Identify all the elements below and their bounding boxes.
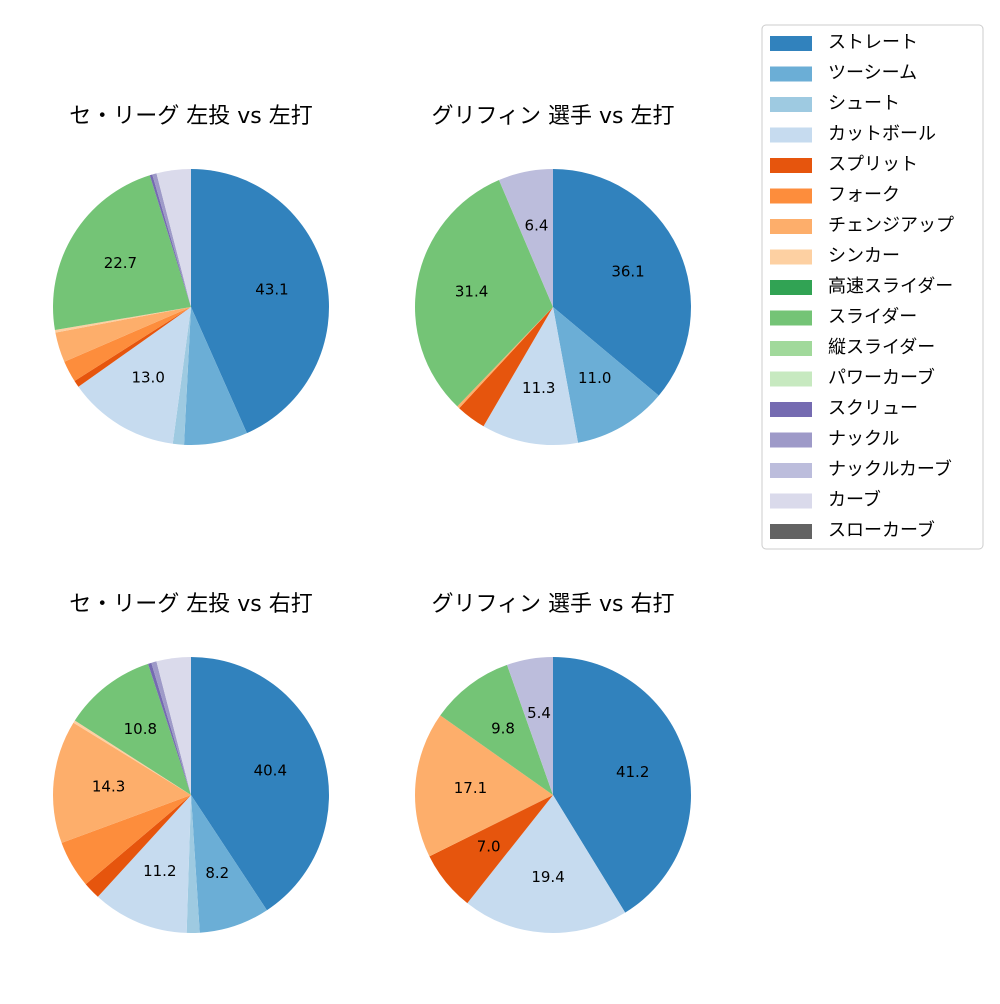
pie-slice xyxy=(55,307,191,362)
pie-slice xyxy=(191,169,329,434)
legend-swatch xyxy=(770,280,812,295)
legend-label: フォーク xyxy=(828,185,900,206)
legend-swatch xyxy=(770,97,812,112)
slice-label: 10.8 xyxy=(124,720,157,738)
pie-slice xyxy=(149,174,191,307)
slice-label: 13.0 xyxy=(131,368,164,386)
pie-slice xyxy=(191,657,330,911)
pie-slice xyxy=(429,795,553,904)
legend-box xyxy=(761,24,984,550)
pie-slice xyxy=(191,795,267,933)
pie-title: セ・リーグ 左投 vs 左打 xyxy=(69,104,312,129)
legend-label: カットボール xyxy=(828,124,936,145)
slice-label: 31.4 xyxy=(455,282,488,300)
slice-label: 43.1 xyxy=(255,280,288,298)
pie-slice xyxy=(151,661,191,795)
pie-slice xyxy=(553,169,692,396)
pie-title: セ・リーグ 左投 vs 右打 xyxy=(69,592,312,617)
legend-swatch xyxy=(770,432,812,448)
legend-swatch xyxy=(770,188,812,204)
legend-label: ツーシーム xyxy=(828,63,917,84)
slice-label: 19.4 xyxy=(531,868,564,886)
pie-title: グリフィン 選手 vs 右打 xyxy=(431,592,674,617)
legend-swatch xyxy=(770,249,812,265)
legend-swatch xyxy=(770,310,812,326)
pie-slice xyxy=(553,307,659,443)
pie-slice xyxy=(52,175,191,331)
pie-slice xyxy=(457,307,553,409)
legend-label: シュート xyxy=(828,93,900,114)
legend-swatch xyxy=(770,371,812,387)
slice-label: 41.2 xyxy=(616,763,649,781)
pie-slice xyxy=(156,169,191,307)
slice-label: 40.4 xyxy=(254,762,287,780)
slice-label: 14.3 xyxy=(92,777,125,795)
pie-slice xyxy=(172,307,191,445)
slice-label: 9.8 xyxy=(491,719,515,737)
pie-slice xyxy=(97,795,191,933)
pie-title: グリフィン 選手 vs 左打 xyxy=(431,104,674,129)
legend-swatch xyxy=(770,524,812,539)
pie-slice xyxy=(64,307,191,381)
pie-slice xyxy=(467,795,626,934)
legend-swatch xyxy=(770,341,812,356)
pie-slice xyxy=(74,307,191,387)
pie-slice xyxy=(53,722,192,843)
pie-slice xyxy=(459,307,553,427)
slice-label: 11.0 xyxy=(578,369,611,387)
slice-label: 5.4 xyxy=(527,704,551,722)
legend-label: スクリュー xyxy=(828,398,918,419)
pie-slice xyxy=(78,307,191,444)
pie-slice xyxy=(61,795,191,885)
pie-slice xyxy=(186,795,200,933)
pie-slice xyxy=(553,657,691,913)
legend-label: パワーカーブ xyxy=(828,367,935,389)
legend-swatch xyxy=(770,66,812,82)
slice-label: 8.2 xyxy=(205,864,229,882)
legend-swatch xyxy=(770,402,812,417)
slice-label: 11.3 xyxy=(522,379,555,397)
pie-slice xyxy=(73,720,191,795)
pie-slice xyxy=(507,657,553,795)
legend-swatch xyxy=(770,463,812,478)
slice-label: 6.4 xyxy=(525,216,549,234)
pie-slice xyxy=(415,180,553,407)
pie-slice xyxy=(440,664,553,795)
legend-label: ストレート xyxy=(828,32,918,53)
legend-label: カーブ xyxy=(828,489,881,511)
legend-label: 高速スライダー xyxy=(828,276,953,297)
legend-swatch xyxy=(770,158,812,173)
pie-slice xyxy=(148,662,191,795)
legend-label: スライダー xyxy=(828,307,917,328)
legend-swatch xyxy=(770,36,812,51)
legend-label: ナックルカーブ xyxy=(828,458,952,480)
legend-swatch xyxy=(770,493,812,509)
slice-label: 11.2 xyxy=(143,862,176,880)
legend-label: スプリット xyxy=(828,154,918,175)
pie-slice xyxy=(54,307,191,333)
legend-label: ナックル xyxy=(828,429,899,450)
pie-slice xyxy=(415,715,553,857)
slice-label: 22.7 xyxy=(104,254,137,272)
slice-label: 7.0 xyxy=(477,838,501,856)
pie-slice xyxy=(156,657,191,795)
slice-label: 17.1 xyxy=(454,779,487,797)
slice-label: 36.1 xyxy=(611,262,644,280)
legend-label: シンカー xyxy=(828,246,900,267)
pie-slice xyxy=(152,173,191,307)
pie-slice xyxy=(74,663,191,795)
legend-label: チェンジアップ xyxy=(828,215,954,236)
legend-label: 縦スライダー xyxy=(828,337,935,358)
pie-slice xyxy=(184,307,247,445)
pie-slice xyxy=(85,795,191,897)
legend-swatch xyxy=(770,219,812,234)
legend-label: スローカーブ xyxy=(828,519,935,541)
pie-slice xyxy=(483,307,579,445)
legend-swatch xyxy=(770,127,812,143)
pie-slice xyxy=(498,169,553,307)
